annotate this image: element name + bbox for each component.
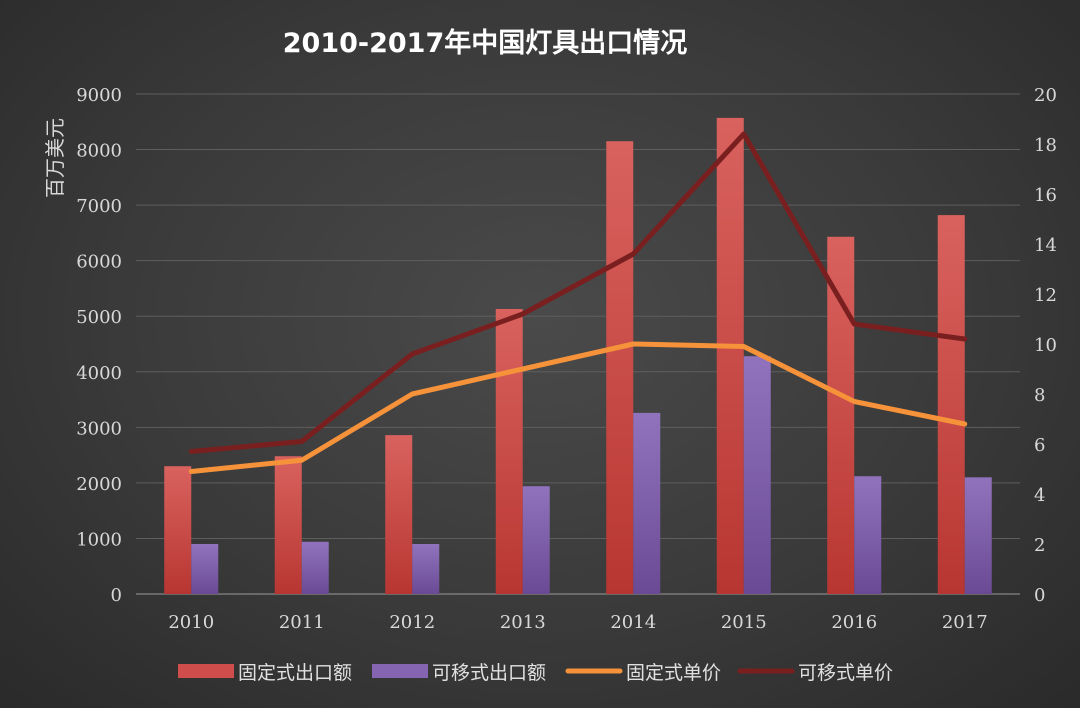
y-tick-label: 4000: [76, 363, 122, 384]
y-tick-label: 8000: [76, 141, 122, 162]
bar-固定式出口额-2010: [164, 466, 192, 594]
bar-可移式出口额-2017: [964, 477, 992, 594]
bar-可移式出口额-2014: [633, 412, 661, 594]
bar-可移式出口额-2015: [743, 356, 771, 594]
y2-tick-label: 18: [1034, 135, 1057, 156]
y-tick-label: 7000: [76, 196, 122, 217]
y2-tick-label: 12: [1034, 285, 1057, 306]
y-tick-label: 3000: [76, 418, 122, 439]
y2-tick-label: 20: [1034, 85, 1057, 106]
bar-固定式出口额-2017: [937, 215, 965, 594]
line-可移式单价: [188, 131, 968, 454]
bar-固定式出口额-2015: [716, 117, 744, 594]
y2-tick-label: 14: [1034, 235, 1057, 256]
y-tick-label: 6000: [76, 252, 122, 273]
legend-label: 固定式单价: [626, 662, 721, 684]
y2-tick-label: 6: [1034, 435, 1045, 456]
y-tick-label: 0: [111, 585, 122, 606]
bar-固定式出口额-2014: [606, 141, 634, 594]
x-tick-label: 2017: [942, 612, 988, 633]
bar-可移式出口额-2012: [412, 544, 440, 594]
bar-可移式出口额-2013: [522, 486, 550, 594]
x-tick-label: 2014: [610, 612, 656, 633]
y-tick-label: 1000: [76, 529, 122, 550]
bar-固定式出口额-2016: [827, 236, 855, 594]
y-axis-label: 百万美元: [43, 118, 67, 198]
x-tick-label: 2010: [168, 612, 214, 633]
y2-tick-label: 16: [1034, 185, 1057, 206]
y-tick-label: 9000: [76, 85, 122, 106]
bar-固定式出口额-2013: [495, 309, 523, 594]
bar-可移式出口额-2010: [191, 544, 219, 594]
x-tick-label: 2013: [500, 612, 546, 633]
bar-固定式出口额-2012: [385, 435, 413, 594]
legend-label: 固定式出口额: [238, 662, 352, 684]
x-tick-label: 2016: [831, 612, 877, 633]
x-tick-label: 2011: [279, 612, 325, 633]
bar-可移式出口额-2016: [854, 476, 882, 594]
bar-可移式出口额-2011: [301, 541, 329, 594]
line-固定式单价: [188, 341, 968, 474]
y2-tick-label: 0: [1034, 585, 1045, 606]
y-tick-label: 5000: [76, 307, 122, 328]
legend-label: 可移式单价: [798, 662, 893, 684]
y2-tick-label: 10: [1034, 335, 1057, 356]
y-tick-label: 2000: [76, 474, 122, 495]
legend-swatch: [178, 664, 234, 678]
legend-label: 可移式出口额: [432, 662, 546, 684]
legend-swatch: [372, 664, 428, 678]
y2-tick-label: 2: [1034, 535, 1045, 556]
y2-tick-label: 8: [1034, 385, 1045, 406]
bar-固定式出口额-2011: [274, 456, 302, 594]
x-tick-label: 2015: [721, 612, 767, 633]
y2-tick-label: 4: [1034, 485, 1045, 506]
x-tick-label: 2012: [389, 612, 435, 633]
chart-title: 2010-2017年中国灯具出口情况: [283, 27, 688, 59]
